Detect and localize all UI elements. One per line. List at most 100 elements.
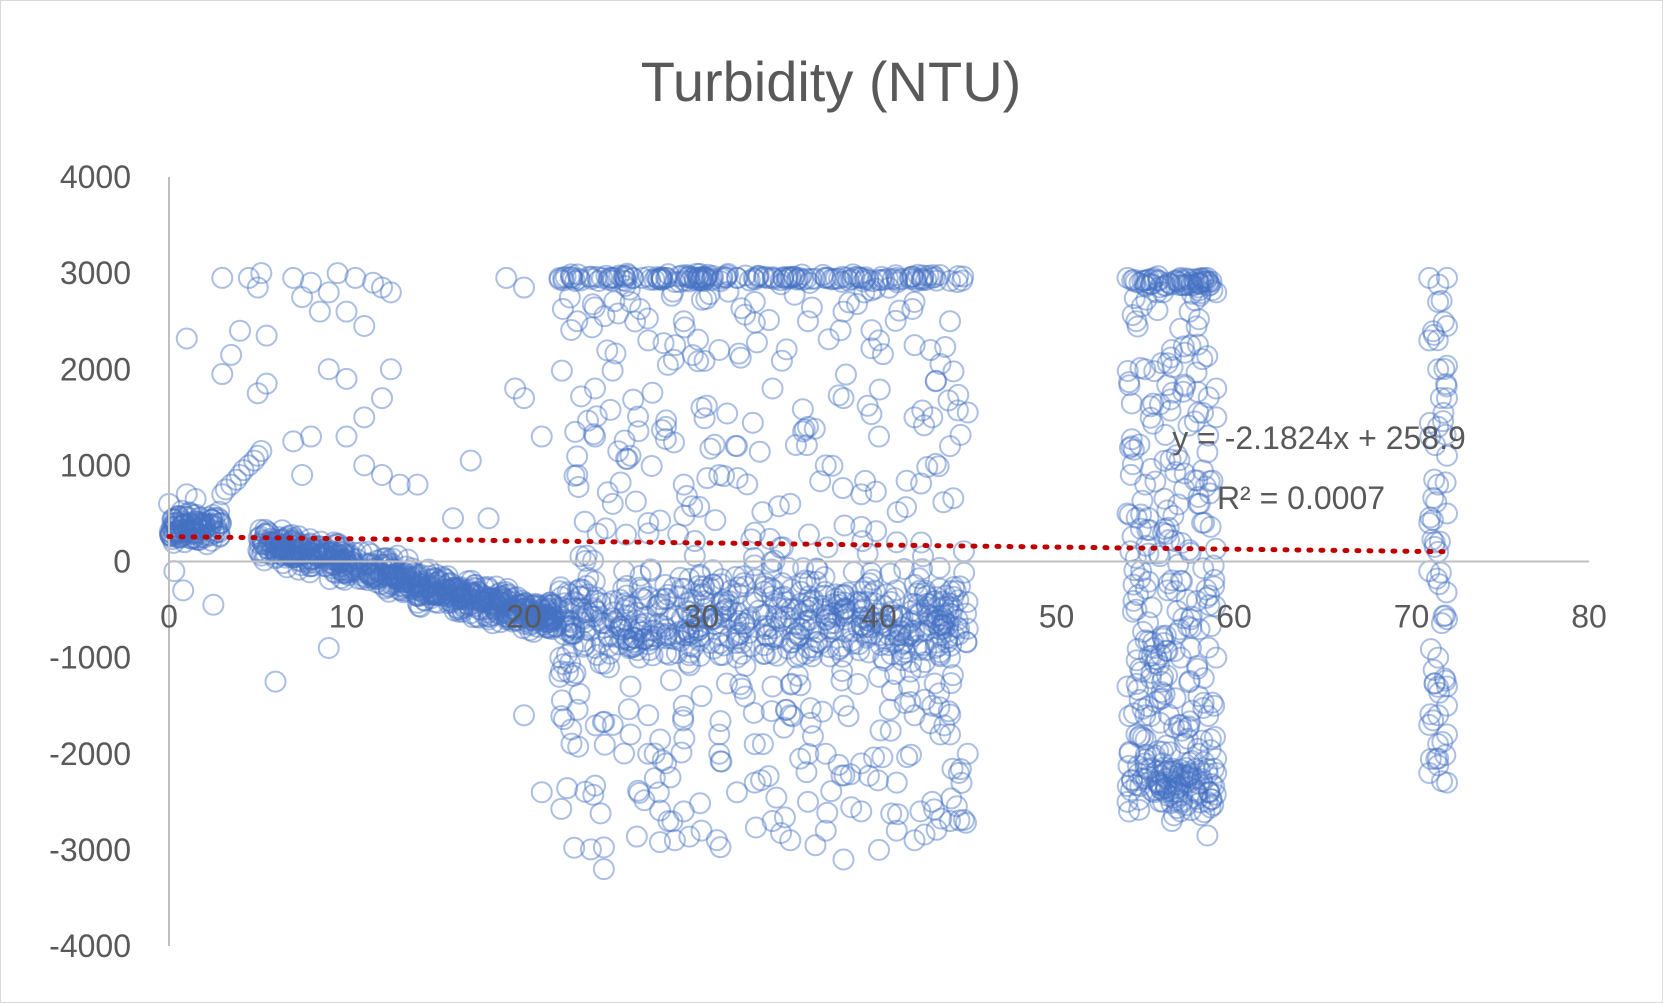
data-point [903, 406, 926, 429]
data-point [1201, 279, 1224, 302]
data-point [681, 344, 704, 367]
data-point [491, 587, 514, 610]
data-point [672, 800, 695, 823]
data-point [1152, 665, 1174, 688]
data-point [663, 270, 686, 293]
data-point [1168, 449, 1191, 472]
data-point [400, 566, 423, 589]
data-point [1153, 756, 1176, 779]
data-point [373, 553, 396, 576]
data-point [563, 617, 586, 640]
data-point [285, 543, 308, 566]
data-point [852, 597, 875, 620]
data-point [678, 270, 701, 293]
data-point [314, 542, 337, 565]
data-point [436, 579, 459, 602]
data-point [1154, 274, 1177, 297]
data-point [376, 565, 399, 588]
data-point [341, 556, 364, 579]
data-point [936, 620, 959, 643]
data-point [558, 597, 581, 620]
data-point [947, 383, 970, 406]
data-point [800, 618, 823, 641]
data-point [742, 701, 765, 724]
data-point [770, 349, 793, 372]
data-point [864, 606, 887, 629]
data-point [417, 582, 440, 605]
data-point [537, 617, 560, 640]
data-point [833, 764, 856, 787]
data-point [500, 596, 523, 619]
data-point [324, 545, 347, 568]
data-point [487, 598, 510, 621]
data-point [456, 593, 479, 616]
data-point [481, 587, 504, 610]
data-point [833, 514, 856, 537]
data-point [769, 610, 792, 633]
data-point [629, 616, 652, 639]
data-point [601, 607, 624, 630]
data-point [1199, 796, 1222, 819]
data-point [162, 516, 185, 539]
data-point [872, 594, 895, 617]
data-point [460, 588, 483, 611]
data-point [417, 558, 440, 581]
data-point [643, 619, 666, 642]
data-point [669, 629, 692, 652]
data-point [726, 266, 749, 289]
data-point [1144, 690, 1167, 713]
data-point [818, 604, 841, 627]
data-point [840, 796, 863, 819]
data-point [574, 780, 597, 803]
data-point [693, 266, 716, 289]
data-point [1167, 714, 1190, 737]
data-point [513, 597, 536, 620]
data-point [1180, 762, 1203, 785]
data-point [259, 530, 282, 553]
data-point [715, 605, 738, 628]
data-point [251, 529, 274, 552]
data-point [477, 577, 500, 600]
data-point [1148, 393, 1171, 416]
data-point [1427, 415, 1450, 438]
data-point [1191, 348, 1214, 371]
data-point [686, 616, 709, 639]
data-point [654, 427, 677, 450]
data-point [1195, 269, 1218, 292]
data-point [562, 664, 585, 687]
data-point [607, 440, 630, 463]
data-point [353, 454, 376, 477]
data-point [324, 562, 347, 585]
data-point [564, 420, 587, 443]
data-point [1134, 757, 1157, 780]
data-point [1180, 273, 1203, 296]
data-point [719, 579, 742, 602]
data-point [1205, 281, 1228, 304]
data-point [673, 624, 696, 647]
data-point [879, 719, 902, 742]
data-point [584, 589, 607, 612]
data-point [702, 637, 725, 660]
data-point [751, 733, 774, 756]
data-point [650, 268, 673, 291]
data-point [1118, 371, 1141, 394]
data-point [1152, 632, 1175, 655]
data-point [329, 558, 352, 581]
data-point [377, 574, 400, 597]
data-point [1121, 768, 1144, 791]
data-point [1159, 388, 1182, 411]
data-point [1133, 274, 1156, 297]
data-point [1176, 727, 1199, 750]
data-point [203, 522, 226, 545]
data-point [1419, 638, 1442, 661]
data-point [364, 556, 387, 579]
data-point [270, 534, 293, 557]
data-point [173, 521, 196, 544]
data-point [677, 651, 700, 674]
data-point [389, 574, 412, 597]
data-point [450, 598, 473, 621]
data-point [1183, 410, 1206, 433]
data-point [511, 617, 534, 640]
data-point [738, 269, 761, 292]
data-point [1172, 380, 1195, 403]
